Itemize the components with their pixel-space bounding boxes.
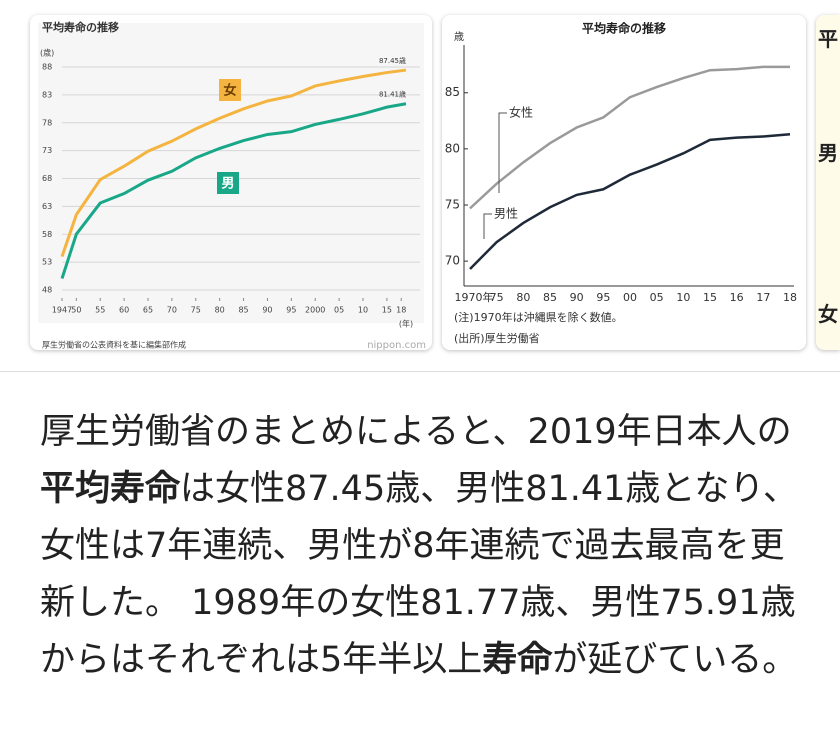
y-tick-label: 75	[445, 198, 460, 212]
y-tick-label: 58	[42, 230, 52, 239]
image-card[interactable]: 平均寿命の推移歳 70 75 80 85 1970年 75 80 85 90 95 00 05 10 15 1…	[442, 15, 806, 350]
y-tick-label: 70	[445, 254, 460, 268]
x-tick-label: 95	[596, 291, 610, 304]
snippet: 厚生労働省のまとめによると、2019年日本人の平均寿命は女性87.45歳、男性8…	[40, 404, 800, 689]
chart-title: 平均寿命の推移	[42, 20, 119, 34]
note: (注)1970年は沖縄県を除く数値。	[454, 310, 623, 324]
image-card[interactable]: 平均寿命の推移 (歳) 48 53 58 63 68 73 78 83 88 1947 50 55 60 65…	[30, 15, 432, 350]
x-tick-label: 90	[262, 306, 272, 315]
x-tick-label: 60	[119, 306, 129, 315]
x-tick-label: 16	[730, 291, 744, 304]
x-tick-label: 1970年	[455, 290, 494, 304]
y-tick-label: 73	[42, 146, 52, 155]
y-tick-label: 68	[42, 174, 52, 183]
y-tick-label: 63	[42, 202, 52, 211]
y-unit: (歳)	[40, 48, 54, 58]
x-tick-label: 85	[238, 306, 248, 315]
x-tick-label: 95	[286, 306, 296, 315]
x-tick-label: 55	[95, 306, 105, 315]
x-tick-label: 1947	[52, 306, 72, 315]
x-tick-label: 2000	[305, 306, 325, 315]
label-leader	[483, 213, 492, 239]
highlight-text: 寿命	[482, 640, 553, 680]
x-tick-label: 80	[215, 306, 225, 315]
chart-image: 平均寿命の推移 (歳) 48 53 58 63 68 73 78 83 88 1947 50 55 60 65…	[38, 20, 426, 350]
snippet-text: は女性87.45歳、男性81.41歳となり、女性は7年連続、男性が8年連続で過去…	[40, 469, 798, 680]
label-leader	[498, 112, 507, 193]
cut-text: 平	[818, 27, 838, 51]
legend-box	[219, 79, 241, 101]
x-tick-label: 18	[396, 306, 406, 315]
y-tick-label: 88	[42, 63, 52, 72]
y-tick-label: 78	[42, 118, 52, 127]
x-tick-label: 17	[756, 291, 770, 304]
series-line	[60, 102, 407, 279]
x-tick-label: 15	[703, 291, 717, 304]
chart-title: 平均寿命の推移	[582, 21, 666, 36]
divider	[0, 371, 840, 372]
series-line	[60, 68, 407, 258]
snippet-text: が延びている。	[552, 640, 798, 680]
source-note: 厚生労働省の公表資料を基に編集部作成	[42, 340, 186, 350]
x-tick-label: 80	[516, 291, 530, 304]
snippet-text: 厚生労働省のまとめによると、2019年日本人の	[40, 412, 792, 452]
x-tick-label: 15	[382, 306, 392, 315]
x-unit: (年)	[399, 319, 413, 329]
series-label: 男性	[494, 207, 518, 221]
x-tick-label: 70	[167, 306, 177, 315]
x-tick-label: 65	[143, 306, 153, 315]
x-tick-label: 50	[71, 306, 81, 315]
end-label: 81.41歳	[379, 90, 406, 99]
x-tick-label: 10	[676, 291, 690, 304]
credit: nippon.com	[367, 340, 426, 350]
legend-label: 女	[223, 83, 236, 99]
y-tick-label: 48	[42, 286, 52, 295]
cut-text: 男	[818, 141, 838, 165]
series-line	[469, 65, 790, 210]
series-label: 女性	[509, 106, 533, 120]
x-tick-label: 75	[191, 306, 201, 315]
y-unit: 歳	[454, 31, 464, 43]
x-tick-label: 05	[334, 306, 344, 315]
y-tick-label: 83	[42, 90, 52, 99]
note: (出所)厚生労働省	[454, 331, 540, 345]
legend-label: 男	[221, 177, 234, 192]
highlight-text: 平均寿命	[40, 469, 181, 509]
image-card[interactable]: 平 男 女	[816, 15, 840, 350]
y-tick-label: 80	[445, 141, 460, 155]
end-label: 87.45歳	[379, 56, 406, 65]
x-tick-label: 00	[623, 291, 637, 304]
x-tick-label: 90	[570, 291, 584, 304]
x-tick-label: 10	[358, 306, 368, 315]
x-tick-label: 18	[783, 291, 797, 304]
cut-text: 女	[818, 302, 838, 326]
y-tick-label: 53	[42, 258, 52, 267]
y-tick-label: 85	[445, 85, 460, 99]
x-tick-label: 75	[490, 291, 504, 304]
legend-box	[217, 172, 239, 194]
x-tick-label: 05	[650, 291, 664, 304]
series-line	[469, 133, 791, 270]
x-tick-label: 85	[543, 291, 557, 304]
